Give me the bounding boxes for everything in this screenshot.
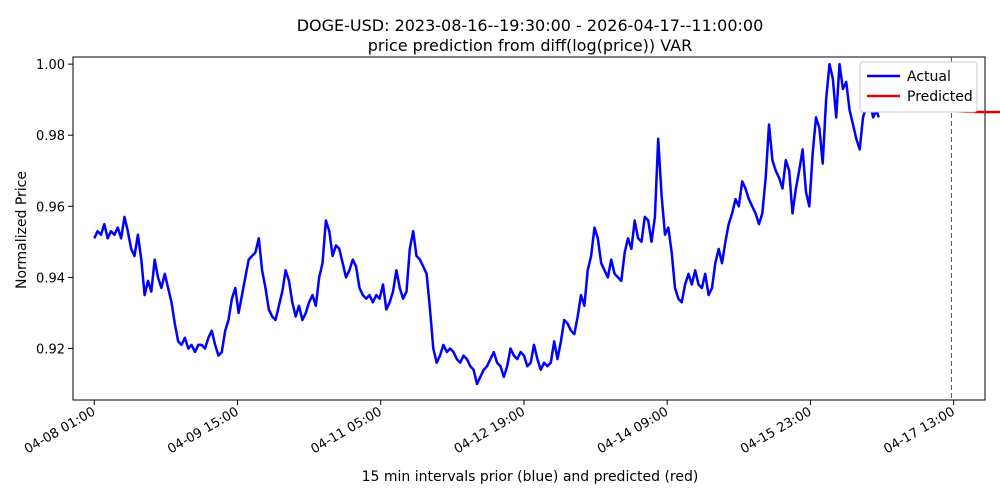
y-tick-label: 0.92 (36, 342, 65, 357)
legend-frame (859, 61, 978, 113)
x-tick-label: 04-11 05:00 (308, 404, 384, 457)
y-tick-label: 1.00 (36, 58, 65, 73)
x-tick-label: 04-15 23:00 (738, 404, 814, 457)
x-tick-label: 04-17 13:00 (881, 404, 957, 457)
legend-label-actual: Actual (907, 69, 951, 85)
y-tick-label: 0.98 (36, 129, 65, 144)
series-line-actual (93, 62, 880, 386)
x-tick-label: 04-08 01:00 (22, 404, 98, 457)
y-axis-label: Normalized Price (14, 171, 30, 289)
chart-title: DOGE-USD: 2023-08-16--19:30:00 - 2026-04… (297, 16, 764, 35)
x-tick-label: 04-12 19:00 (452, 404, 528, 457)
legend-label-predicted: Predicted (907, 89, 973, 105)
x-tick-label: 04-14 09:00 (595, 404, 671, 457)
x-axis-label: 15 min intervals prior (blue) and predic… (362, 469, 699, 485)
legend: Actual Predicted (859, 61, 978, 113)
y-tick-label: 0.96 (36, 200, 65, 215)
y-tick-label: 0.94 (36, 271, 65, 286)
x-tick-label: 04-09 15:00 (165, 404, 241, 457)
chart-subtitle: price prediction from diff(log(price)) V… (368, 36, 692, 55)
plot-frame (72, 56, 986, 401)
plot-area: 0.92 0.94 0.96 0.98 1.00 04-08 01:00 04-09 15:… (22, 56, 1000, 457)
